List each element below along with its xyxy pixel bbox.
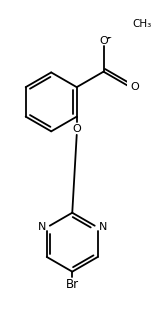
Text: O: O bbox=[99, 36, 108, 46]
Text: N: N bbox=[38, 222, 46, 232]
Text: Br: Br bbox=[66, 278, 79, 291]
Text: N: N bbox=[98, 222, 107, 232]
Text: O: O bbox=[72, 124, 81, 134]
Text: O: O bbox=[131, 82, 140, 92]
Text: CH₃: CH₃ bbox=[132, 19, 152, 29]
